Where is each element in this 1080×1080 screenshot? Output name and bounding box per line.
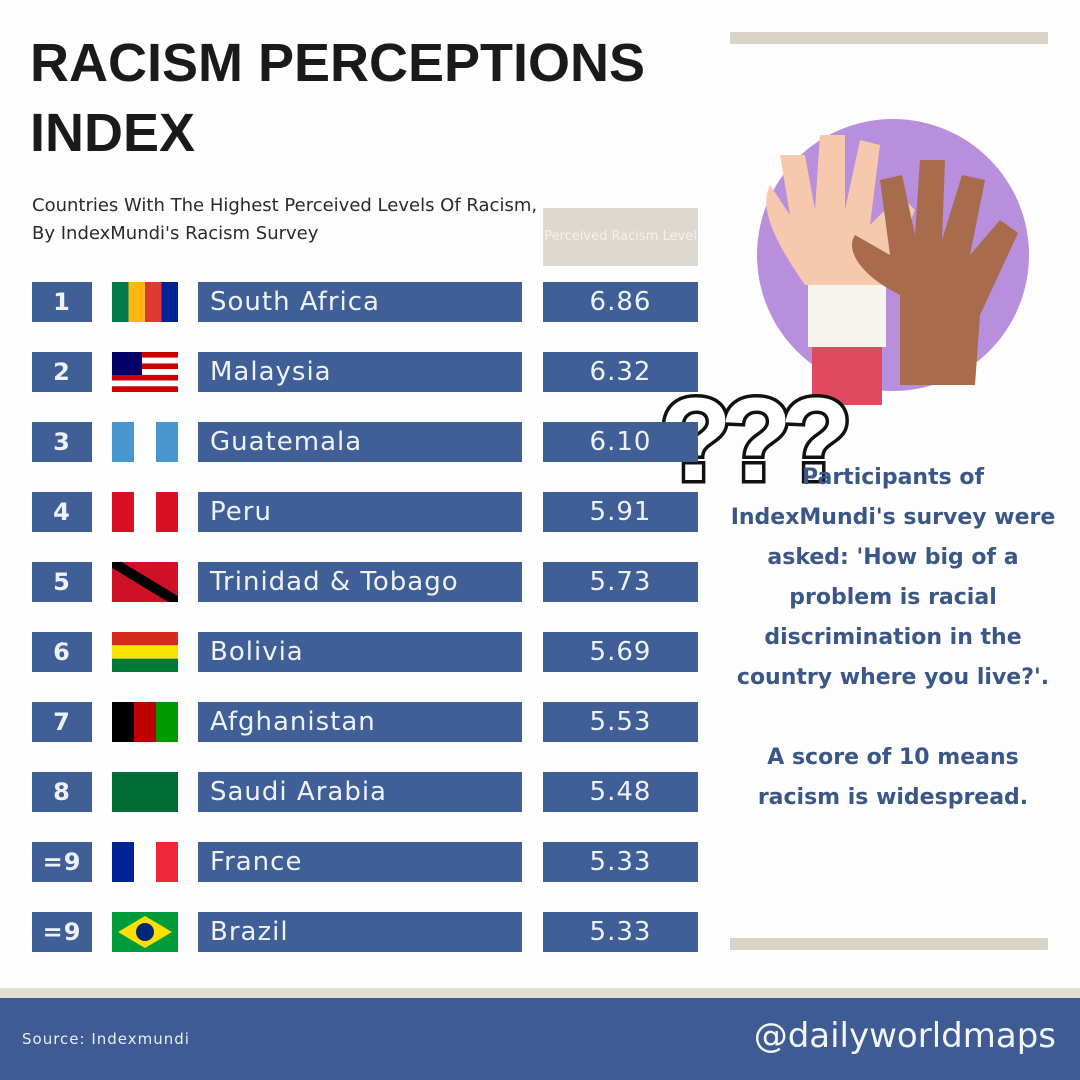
flag-part [112,369,178,375]
flag-part [112,702,134,742]
rank: 5 [32,562,92,602]
flag-part [112,374,178,381]
value: 5.48 [543,772,698,812]
hands-illustration [757,119,1029,405]
flag-part [112,422,134,462]
flag-part [112,492,134,532]
value: 6.86 [543,282,698,322]
rank: 8 [32,772,92,812]
country: Afghanistan [198,702,522,742]
cuff [808,285,886,347]
note-question: Participants of IndexMundi's survey were… [730,465,1056,690]
country: Peru [198,492,522,532]
flag-part [136,923,154,941]
flag [112,352,178,392]
value: 5.33 [543,842,698,882]
flag-part [112,658,178,672]
flag-part [156,492,178,532]
flag-part [112,562,178,602]
value: 6.32 [543,352,698,392]
rank: 7 [32,702,92,742]
flag-part [156,702,178,742]
country: Malaysia [198,352,522,392]
flag-part [156,422,178,462]
flag-part [112,357,178,364]
country: France [198,842,522,882]
flag-part [134,702,156,742]
flag-part [112,386,178,392]
light-hand [766,135,915,285]
note: Participants of IndexMundi's survey were… [728,458,1058,858]
flag [112,912,178,952]
value-header: Perceived Racism Level [543,208,698,266]
handle: @dailyworldmaps [753,1016,1056,1056]
country: Saudi Arabia [198,772,522,812]
subtitle: Countries With The Highest Perceived Lev… [32,195,538,244]
flag-part [112,645,178,659]
rank: 3 [32,422,92,462]
value: 5.69 [543,632,698,672]
flag-part [112,282,129,322]
flag [112,422,178,462]
flag-part [112,842,134,882]
sleeve [812,345,882,405]
flag-part [134,422,156,462]
value: 5.73 [543,562,698,602]
value: 5.53 [543,702,698,742]
footer [0,998,1080,1080]
flag-part [156,842,178,882]
flag [112,702,178,742]
flag-part [112,352,178,358]
country: Trinidad & Tobago [198,562,522,602]
value: 6.10 [543,422,698,462]
rank: 1 [32,282,92,322]
flag-part [134,842,156,882]
rank: =9 [32,912,92,952]
rank: 6 [32,632,92,672]
source: Source: Indexmundi [22,1030,190,1048]
country: Brazil [198,912,522,952]
flag-part [112,363,178,370]
flag-part [112,632,178,646]
flag [112,632,178,672]
rank: =9 [32,842,92,882]
flag [112,772,178,812]
value: 5.33 [543,912,698,952]
country: Bolivia [198,632,522,672]
flag [112,842,178,882]
top-rule [730,32,1048,44]
country: South Africa [198,282,522,322]
flag-part [134,492,156,532]
bottom-rule [730,938,1048,950]
flag [112,492,178,532]
flag-part [161,282,178,322]
title: RACISM PERCEPTIONS INDEX [30,33,646,163]
flag [112,282,178,322]
rank: 4 [32,492,92,532]
dark-hand [852,160,1018,385]
country: Guatemala [198,422,522,462]
flag-part [128,282,145,322]
footer-rule [0,988,1080,998]
rank: 2 [32,352,92,392]
value: 5.91 [543,492,698,532]
flag-part [112,380,178,387]
flag-part [145,282,162,322]
note-scale: A score of 10 means racism is widespread… [757,745,1029,810]
flag-part [112,352,142,375]
flag [112,562,178,602]
flag-part [112,772,178,812]
